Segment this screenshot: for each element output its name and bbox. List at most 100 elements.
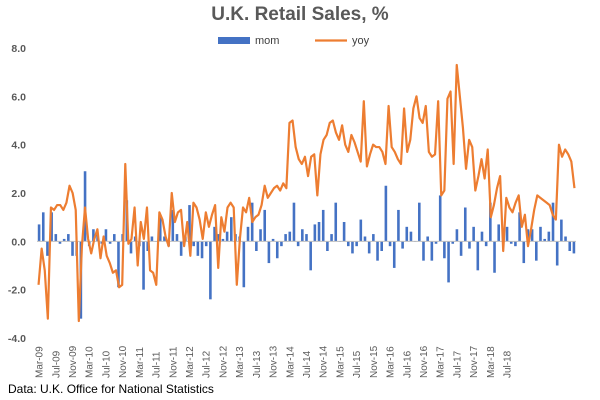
y-tick-label: 8.0 [11,43,26,55]
mom-bar [108,241,112,244]
mom-bar [204,241,208,247]
mom-bar [522,241,526,264]
mom-bar [326,241,329,251]
x-tick-label: Mar-13 [235,346,246,378]
mom-bar [422,241,425,261]
mom-bar [342,222,346,242]
mom-bar [217,234,221,242]
mom-bar [380,241,383,251]
mom-bar [321,209,325,242]
mom-bar [572,241,576,254]
mom-bar [530,229,534,242]
mom-bar [455,229,459,242]
x-tick-label: Nov-13 [269,345,280,378]
mom-bar [104,229,108,242]
mom-bar [117,241,120,288]
mom-bar [480,231,484,242]
legend-mom-label: mom [255,35,279,47]
x-tick-label: Nov-14 [319,345,330,378]
mom-bar [489,202,492,242]
mom-bar [271,238,275,242]
x-tick-label: Mar-15 [335,346,346,378]
mom-bar [497,224,500,242]
mom-bar [309,241,312,271]
source-note: Data: U.K. Office for National Statistic… [8,382,214,396]
mom-bar [505,226,509,242]
mom-bar [313,224,317,242]
mom-bar [418,202,421,242]
mom-bar [359,219,363,242]
mom-bar [447,241,450,283]
mom-bar [242,241,246,288]
mom-bar [175,234,179,242]
mom-bar [405,226,409,242]
mom-bar [46,241,49,256]
mom-bar [438,195,442,242]
mom-bar [426,236,429,242]
y-tick-label: 6.0 [11,91,26,103]
mom-bar [317,222,321,242]
x-tick-label: Jul-13 [252,350,263,378]
mom-bar [58,241,62,244]
x-tick-label: Nov-16 [419,345,430,378]
x-tick-label: Nov-09 [68,345,79,378]
x-tick-label: Jul-14 [302,350,313,378]
legend: mom yoy [218,35,370,47]
mom-bar [463,207,467,242]
mom-bar [158,217,162,242]
mom-bar [259,229,262,242]
mom-bar [37,224,41,242]
mom-bar [372,234,375,242]
mom-bar [179,241,183,256]
mom-bar [163,236,166,242]
x-axis-ticks: Mar-09 Jul-09 Nov-09 Mar-10 Jul-10 Nov-10 Mar-… [35,345,514,378]
mom-bar [230,217,233,242]
mom-bar [434,241,438,244]
x-tick-label: Mar-11 [135,347,146,378]
legend-mom-swatch [218,37,250,44]
x-tick-label: Jul-16 [402,350,413,378]
mom-bar [171,209,175,242]
mom-bar [351,241,354,254]
mom-bar [150,236,154,242]
mom-bar [539,226,542,242]
x-tick-label: Mar-09 [35,346,46,378]
yoy-line-group [37,63,576,323]
mom-bar [555,241,559,266]
mom-bar [301,229,304,242]
mom-bar [196,241,200,256]
x-tick-label: Mar-10 [85,346,96,378]
mom-bars [37,171,576,319]
mom-bar [305,234,308,242]
mom-bar [284,234,287,242]
mom-bar [547,231,551,242]
mom-bar [560,219,563,242]
mom-bar [129,241,133,254]
y-tick-label: 2.0 [11,188,26,200]
mom-bar [388,241,392,247]
x-tick-label: Jul-11 [152,351,163,378]
mom-bar [62,238,66,242]
x-tick-label: Mar-17 [436,346,447,378]
mom-bar [213,226,216,242]
mom-bar [146,241,150,251]
x-tick-label: Nov-17 [469,345,480,378]
mom-bar [535,241,538,261]
mom-bar [451,241,455,244]
mom-bar [484,241,488,247]
x-tick-label: Jul-12 [202,350,213,378]
mom-bar [568,241,572,251]
x-tick-label: Nov-10 [118,345,129,378]
mom-bar [376,241,379,261]
mom-bar [246,226,250,242]
mom-bar [551,202,555,242]
mom-bar [142,241,145,290]
mom-bar [543,238,546,242]
mom-bar [41,212,45,242]
mom-bar [476,241,480,271]
mom-bar [409,231,413,242]
mom-bar [564,236,567,242]
legend-yoy-label: yoy [352,35,370,47]
x-tick-label: Jul-09 [51,350,62,378]
mom-bar [209,241,212,300]
